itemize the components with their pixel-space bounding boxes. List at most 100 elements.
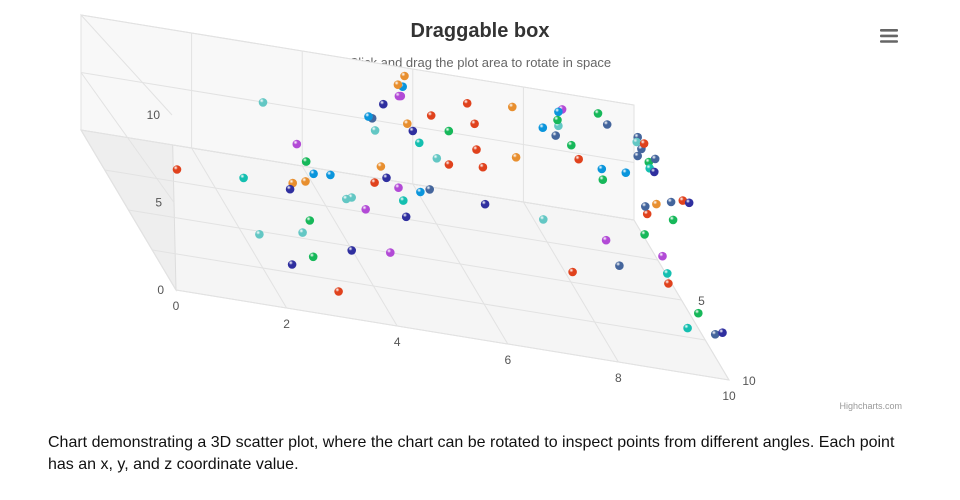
scatter-point[interactable]	[347, 246, 357, 255]
scatter-point[interactable]	[551, 131, 560, 140]
scatter-point[interactable]	[511, 153, 521, 162]
scatter-point[interactable]	[364, 112, 373, 121]
scatter-point[interactable]	[633, 151, 642, 161]
scatter-point[interactable]	[444, 126, 454, 136]
scatter-point[interactable]	[305, 216, 315, 225]
z-tick-label: 5	[698, 294, 705, 308]
y-grid-line-side	[80, 14, 173, 116]
plot-area-3d[interactable]: 0 2 4 6 8 10 0 5 10 5 10	[0, 0, 960, 425]
scatter-point[interactable]	[285, 184, 295, 194]
scatter-point[interactable]	[394, 183, 403, 192]
scatter-point[interactable]	[684, 198, 694, 208]
scatter-point[interactable]	[292, 139, 302, 149]
scatter-point[interactable]	[309, 169, 318, 179]
scatter-point[interactable]	[664, 279, 673, 288]
scatter-point[interactable]	[621, 168, 631, 177]
scatter-point[interactable]	[301, 177, 310, 186]
scatter-point[interactable]	[403, 119, 412, 128]
scatter-point[interactable]	[666, 197, 676, 207]
scatter-point[interactable]	[258, 98, 268, 107]
scatter-point[interactable]	[632, 137, 641, 147]
scatter-point[interactable]	[416, 187, 425, 197]
scatter-point[interactable]	[568, 267, 577, 277]
y-grid-line-back	[80, 14, 635, 106]
scatter-point[interactable]	[426, 111, 436, 120]
credits-link[interactable]: Highcharts.com	[839, 401, 902, 411]
scatter-point[interactable]	[593, 109, 603, 118]
scatter-point[interactable]	[408, 126, 418, 136]
scatter-point[interactable]	[554, 107, 563, 117]
scatter-point[interactable]	[668, 215, 678, 225]
scatter-point[interactable]	[361, 205, 371, 214]
scatter-point[interactable]	[401, 212, 411, 222]
scatter-point[interactable]	[326, 170, 335, 180]
scatter-point[interactable]	[308, 252, 318, 262]
chart-context-menu-button[interactable]	[872, 22, 906, 50]
scatter-point[interactable]	[432, 154, 442, 163]
x-tick-label: 6	[504, 353, 511, 367]
scatter-point[interactable]	[710, 330, 720, 339]
scatter-point[interactable]	[472, 145, 481, 154]
scatter-point[interactable]	[538, 123, 548, 132]
scatter-point[interactable]	[602, 120, 612, 129]
scatter-points	[172, 71, 727, 339]
scatter-point[interactable]	[394, 91, 404, 101]
scatter-point[interactable]	[370, 126, 380, 135]
x-tick-label: 8	[615, 371, 622, 385]
axis-tick-labels: 0 2 4 6 8 10 0 5 10 5 10	[147, 108, 756, 403]
scatter-point[interactable]	[480, 199, 490, 209]
z-grid-line-floor	[128, 209, 682, 301]
x-tick-label: 4	[394, 335, 401, 349]
scatter-point[interactable]	[663, 269, 672, 278]
scatter-point[interactable]	[425, 185, 435, 194]
scatter-point[interactable]	[444, 160, 454, 169]
scatter-point[interactable]	[640, 230, 649, 239]
scatter-point[interactable]	[650, 154, 660, 164]
scatter-point[interactable]	[598, 175, 608, 184]
scatter-point[interactable]	[376, 162, 386, 171]
scatter-point[interactable]	[462, 99, 472, 108]
scatter-point[interactable]	[399, 196, 408, 205]
scatter-point[interactable]	[574, 154, 583, 164]
scatter-point[interactable]	[172, 165, 182, 174]
z-grid-line-floor	[175, 289, 730, 381]
chart-container[interactable]: Draggable box Click and drag the plot ar…	[0, 0, 960, 425]
scatter-point[interactable]	[301, 157, 311, 166]
scatter-point[interactable]	[597, 164, 607, 174]
scatter-point[interactable]	[342, 194, 351, 204]
scatter-point[interactable]	[601, 235, 611, 245]
scatter-point[interactable]	[287, 260, 297, 269]
hamburger-menu-icon	[880, 29, 898, 43]
scatter-point[interactable]	[386, 248, 395, 257]
scatter-point[interactable]	[478, 162, 488, 172]
scatter-point[interactable]	[639, 139, 649, 148]
scatter-point[interactable]	[641, 202, 650, 211]
scatter-point[interactable]	[539, 215, 548, 224]
scatter-point[interactable]	[298, 228, 307, 237]
scatter-point[interactable]	[650, 167, 659, 177]
y-tick-label: 10	[147, 108, 161, 122]
scatter-point[interactable]	[382, 173, 391, 183]
scatter-point[interactable]	[334, 287, 343, 296]
x-tick-label: 0	[173, 299, 180, 313]
scatter-point[interactable]	[379, 99, 388, 109]
scatter-point[interactable]	[470, 119, 479, 129]
scatter-point[interactable]	[683, 323, 692, 333]
scatter-point[interactable]	[400, 71, 409, 81]
scatter-point[interactable]	[658, 251, 667, 261]
scatter-point[interactable]	[415, 138, 424, 148]
scatter-point[interactable]	[567, 140, 576, 150]
scatter-point[interactable]	[718, 328, 727, 338]
scatter-point[interactable]	[642, 209, 652, 219]
scatter-point[interactable]	[255, 230, 264, 239]
scatter-point[interactable]	[370, 178, 379, 187]
scatter-point[interactable]	[239, 173, 248, 183]
scatter-point[interactable]	[393, 80, 403, 89]
scatter-point[interactable]	[694, 308, 703, 318]
z-tick-label: 10	[742, 374, 756, 388]
scatter-point[interactable]	[615, 261, 624, 271]
scatter-point[interactable]	[652, 199, 661, 209]
scatter-point[interactable]	[508, 102, 517, 112]
z-grid-line-floor	[152, 249, 706, 341]
scatter-point[interactable]	[553, 115, 562, 125]
